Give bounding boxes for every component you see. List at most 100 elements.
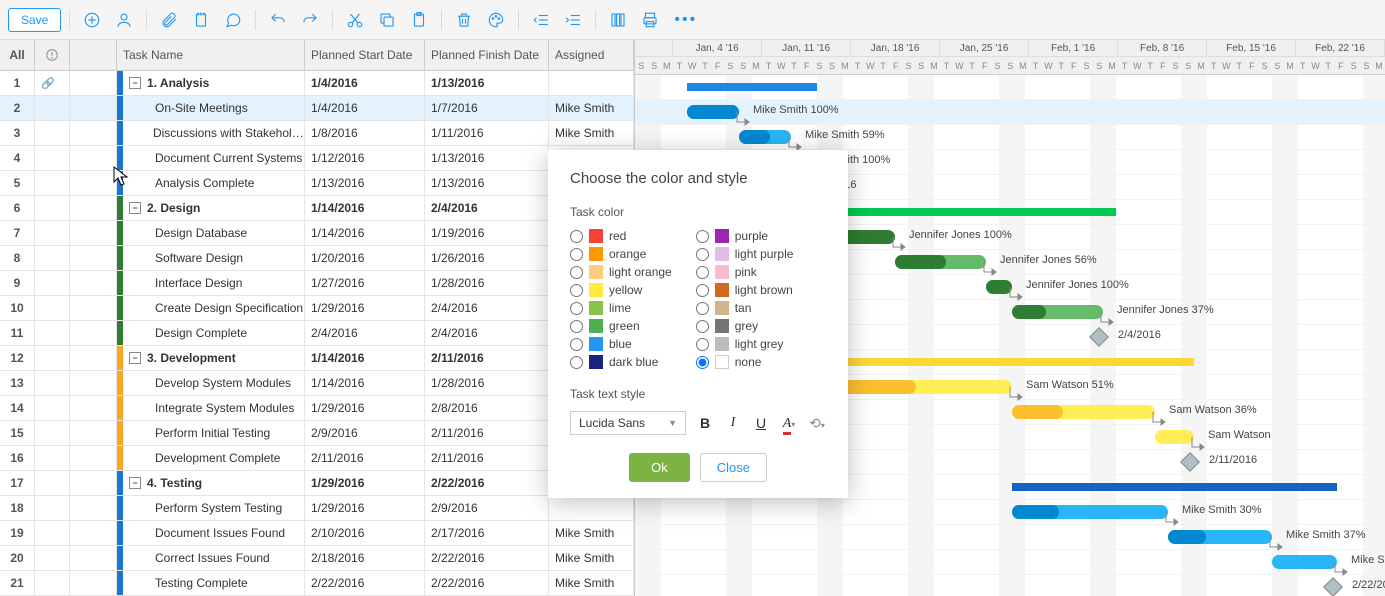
assigned-cell[interactable]: Mike Smith <box>549 571 634 595</box>
task-name-cell[interactable]: Development Complete <box>117 446 305 470</box>
task-row[interactable]: 7Design Database1/14/20161/19/2016 <box>0 221 634 246</box>
task-row[interactable]: 18Perform System Testing1/29/20162/9/201… <box>0 496 634 521</box>
task-row[interactable]: 2On-Site Meetings1/4/20161/7/2016Mike Sm… <box>0 96 634 121</box>
row-number[interactable]: 18 <box>0 496 35 520</box>
italic-button[interactable]: I <box>724 415 742 431</box>
summary-bar[interactable] <box>817 208 1116 216</box>
task-row[interactable]: 21Testing Complete2/22/20162/22/2016Mike… <box>0 571 634 596</box>
task-row[interactable]: 20Correct Issues Found2/18/20162/22/2016… <box>0 546 634 571</box>
row-number[interactable]: 2 <box>0 96 35 120</box>
start-date-cell[interactable]: 1/20/2016 <box>305 246 425 270</box>
summary-bar[interactable] <box>817 358 1194 366</box>
start-date-cell[interactable]: 1/13/2016 <box>305 171 425 195</box>
delete-icon[interactable] <box>450 6 478 34</box>
start-date-cell[interactable]: 2/18/2016 <box>305 546 425 570</box>
row-number[interactable]: 9 <box>0 271 35 295</box>
undo-icon[interactable] <box>264 6 292 34</box>
finish-date-cell[interactable]: 2/8/2016 <box>425 396 549 420</box>
bold-button[interactable]: B <box>696 415 714 431</box>
row-number[interactable]: 12 <box>0 346 35 370</box>
start-date-cell[interactable]: 1/4/2016 <box>305 71 425 95</box>
start-date-cell[interactable]: 2/22/2016 <box>305 571 425 595</box>
color-radio[interactable] <box>696 356 709 369</box>
close-button[interactable]: Close <box>700 453 767 482</box>
color-option-light-grey[interactable]: light grey <box>696 337 794 351</box>
color-radio[interactable] <box>696 338 709 351</box>
color-radio[interactable] <box>570 302 583 315</box>
col-all[interactable]: All <box>0 40 35 70</box>
task-name-cell[interactable]: Integrate System Modules <box>117 396 305 420</box>
finish-date-cell[interactable]: 2/22/2016 <box>425 546 549 570</box>
row-number[interactable]: 19 <box>0 521 35 545</box>
task-name-cell[interactable]: −2. Design <box>117 196 305 220</box>
finish-date-cell[interactable]: 1/26/2016 <box>425 246 549 270</box>
color-radio[interactable] <box>570 230 583 243</box>
finish-date-cell[interactable]: 2/17/2016 <box>425 521 549 545</box>
palette-icon[interactable] <box>482 6 510 34</box>
task-name-cell[interactable]: Correct Issues Found <box>117 546 305 570</box>
underline-button[interactable]: U <box>752 415 770 431</box>
color-radio[interactable] <box>696 266 709 279</box>
color-radio[interactable] <box>570 284 583 297</box>
finish-date-cell[interactable]: 2/22/2016 <box>425 571 549 595</box>
finish-date-cell[interactable]: 2/9/2016 <box>425 496 549 520</box>
color-option-green[interactable]: green <box>570 319 672 333</box>
row-number[interactable]: 16 <box>0 446 35 470</box>
start-date-cell[interactable]: 1/29/2016 <box>305 296 425 320</box>
font-select[interactable]: Lucida Sans▼ <box>570 411 686 435</box>
task-name-cell[interactable]: Design Complete <box>117 321 305 345</box>
task-row[interactable]: 8Software Design1/20/20161/26/2016 <box>0 246 634 271</box>
clear-format-button[interactable]: ⟲▾ <box>808 415 826 432</box>
ok-button[interactable]: Ok <box>629 453 690 482</box>
color-option-yellow[interactable]: yellow <box>570 283 672 297</box>
finish-date-cell[interactable]: 1/13/2016 <box>425 171 549 195</box>
task-row[interactable]: 19Document Issues Found2/10/20162/17/201… <box>0 521 634 546</box>
row-number[interactable]: 3 <box>0 121 35 145</box>
task-name-cell[interactable]: Design Database <box>117 221 305 245</box>
start-date-cell[interactable]: 1/29/2016 <box>305 396 425 420</box>
task-name-cell[interactable]: Perform Initial Testing <box>117 421 305 445</box>
more-icon[interactable]: ••• <box>668 11 703 29</box>
color-radio[interactable] <box>570 356 583 369</box>
task-row[interactable]: 5Analysis Complete1/13/20161/13/2016 <box>0 171 634 196</box>
paste-icon[interactable] <box>405 6 433 34</box>
task-name-cell[interactable]: −1. Analysis <box>117 71 305 95</box>
color-radio[interactable] <box>570 338 583 351</box>
color-option-red[interactable]: red <box>570 229 672 243</box>
task-row[interactable]: 17−4. Testing1/29/20162/22/2016 <box>0 471 634 496</box>
finish-date-cell[interactable]: 1/13/2016 <box>425 71 549 95</box>
task-row[interactable]: 4Document Current Systems1/12/20161/13/2… <box>0 146 634 171</box>
redo-icon[interactable] <box>296 6 324 34</box>
color-radio[interactable] <box>696 320 709 333</box>
assigned-cell[interactable]: Mike Smith <box>549 521 634 545</box>
start-date-cell[interactable]: 2/4/2016 <box>305 321 425 345</box>
task-name-cell[interactable]: Develop System Modules <box>117 371 305 395</box>
col-name[interactable]: Task Name <box>117 40 305 70</box>
assign-icon[interactable] <box>110 6 138 34</box>
row-number[interactable]: 4 <box>0 146 35 170</box>
save-button[interactable]: Save <box>8 8 61 32</box>
task-name-cell[interactable]: −3. Development <box>117 346 305 370</box>
finish-date-cell[interactable]: 1/19/2016 <box>425 221 549 245</box>
task-row[interactable]: 16Development Complete2/11/20162/11/2016 <box>0 446 634 471</box>
color-option-orange[interactable]: orange <box>570 247 672 261</box>
task-row[interactable]: 9Interface Design1/27/20161/28/2016 <box>0 271 634 296</box>
start-date-cell[interactable]: 1/12/2016 <box>305 146 425 170</box>
task-bar[interactable] <box>1272 555 1337 569</box>
row-number[interactable]: 6 <box>0 196 35 220</box>
start-date-cell[interactable]: 1/14/2016 <box>305 346 425 370</box>
color-option-pink[interactable]: pink <box>696 265 794 279</box>
task-bar[interactable] <box>1012 405 1155 419</box>
finish-date-cell[interactable]: 2/11/2016 <box>425 346 549 370</box>
collapse-toggle[interactable]: − <box>129 77 141 89</box>
color-option-light-orange[interactable]: light orange <box>570 265 672 279</box>
task-bar[interactable] <box>1155 430 1194 444</box>
task-row[interactable]: 13Develop System Modules1/14/20161/28/20… <box>0 371 634 396</box>
print-icon[interactable] <box>636 6 664 34</box>
task-name-cell[interactable]: Software Design <box>117 246 305 270</box>
assigned-cell[interactable]: Mike Smith <box>549 121 634 145</box>
finish-date-cell[interactable]: 1/11/2016 <box>425 121 549 145</box>
finish-date-cell[interactable]: 2/4/2016 <box>425 296 549 320</box>
color-option-light-purple[interactable]: light purple <box>696 247 794 261</box>
task-row[interactable]: 10Create Design Specification1/29/20162/… <box>0 296 634 321</box>
